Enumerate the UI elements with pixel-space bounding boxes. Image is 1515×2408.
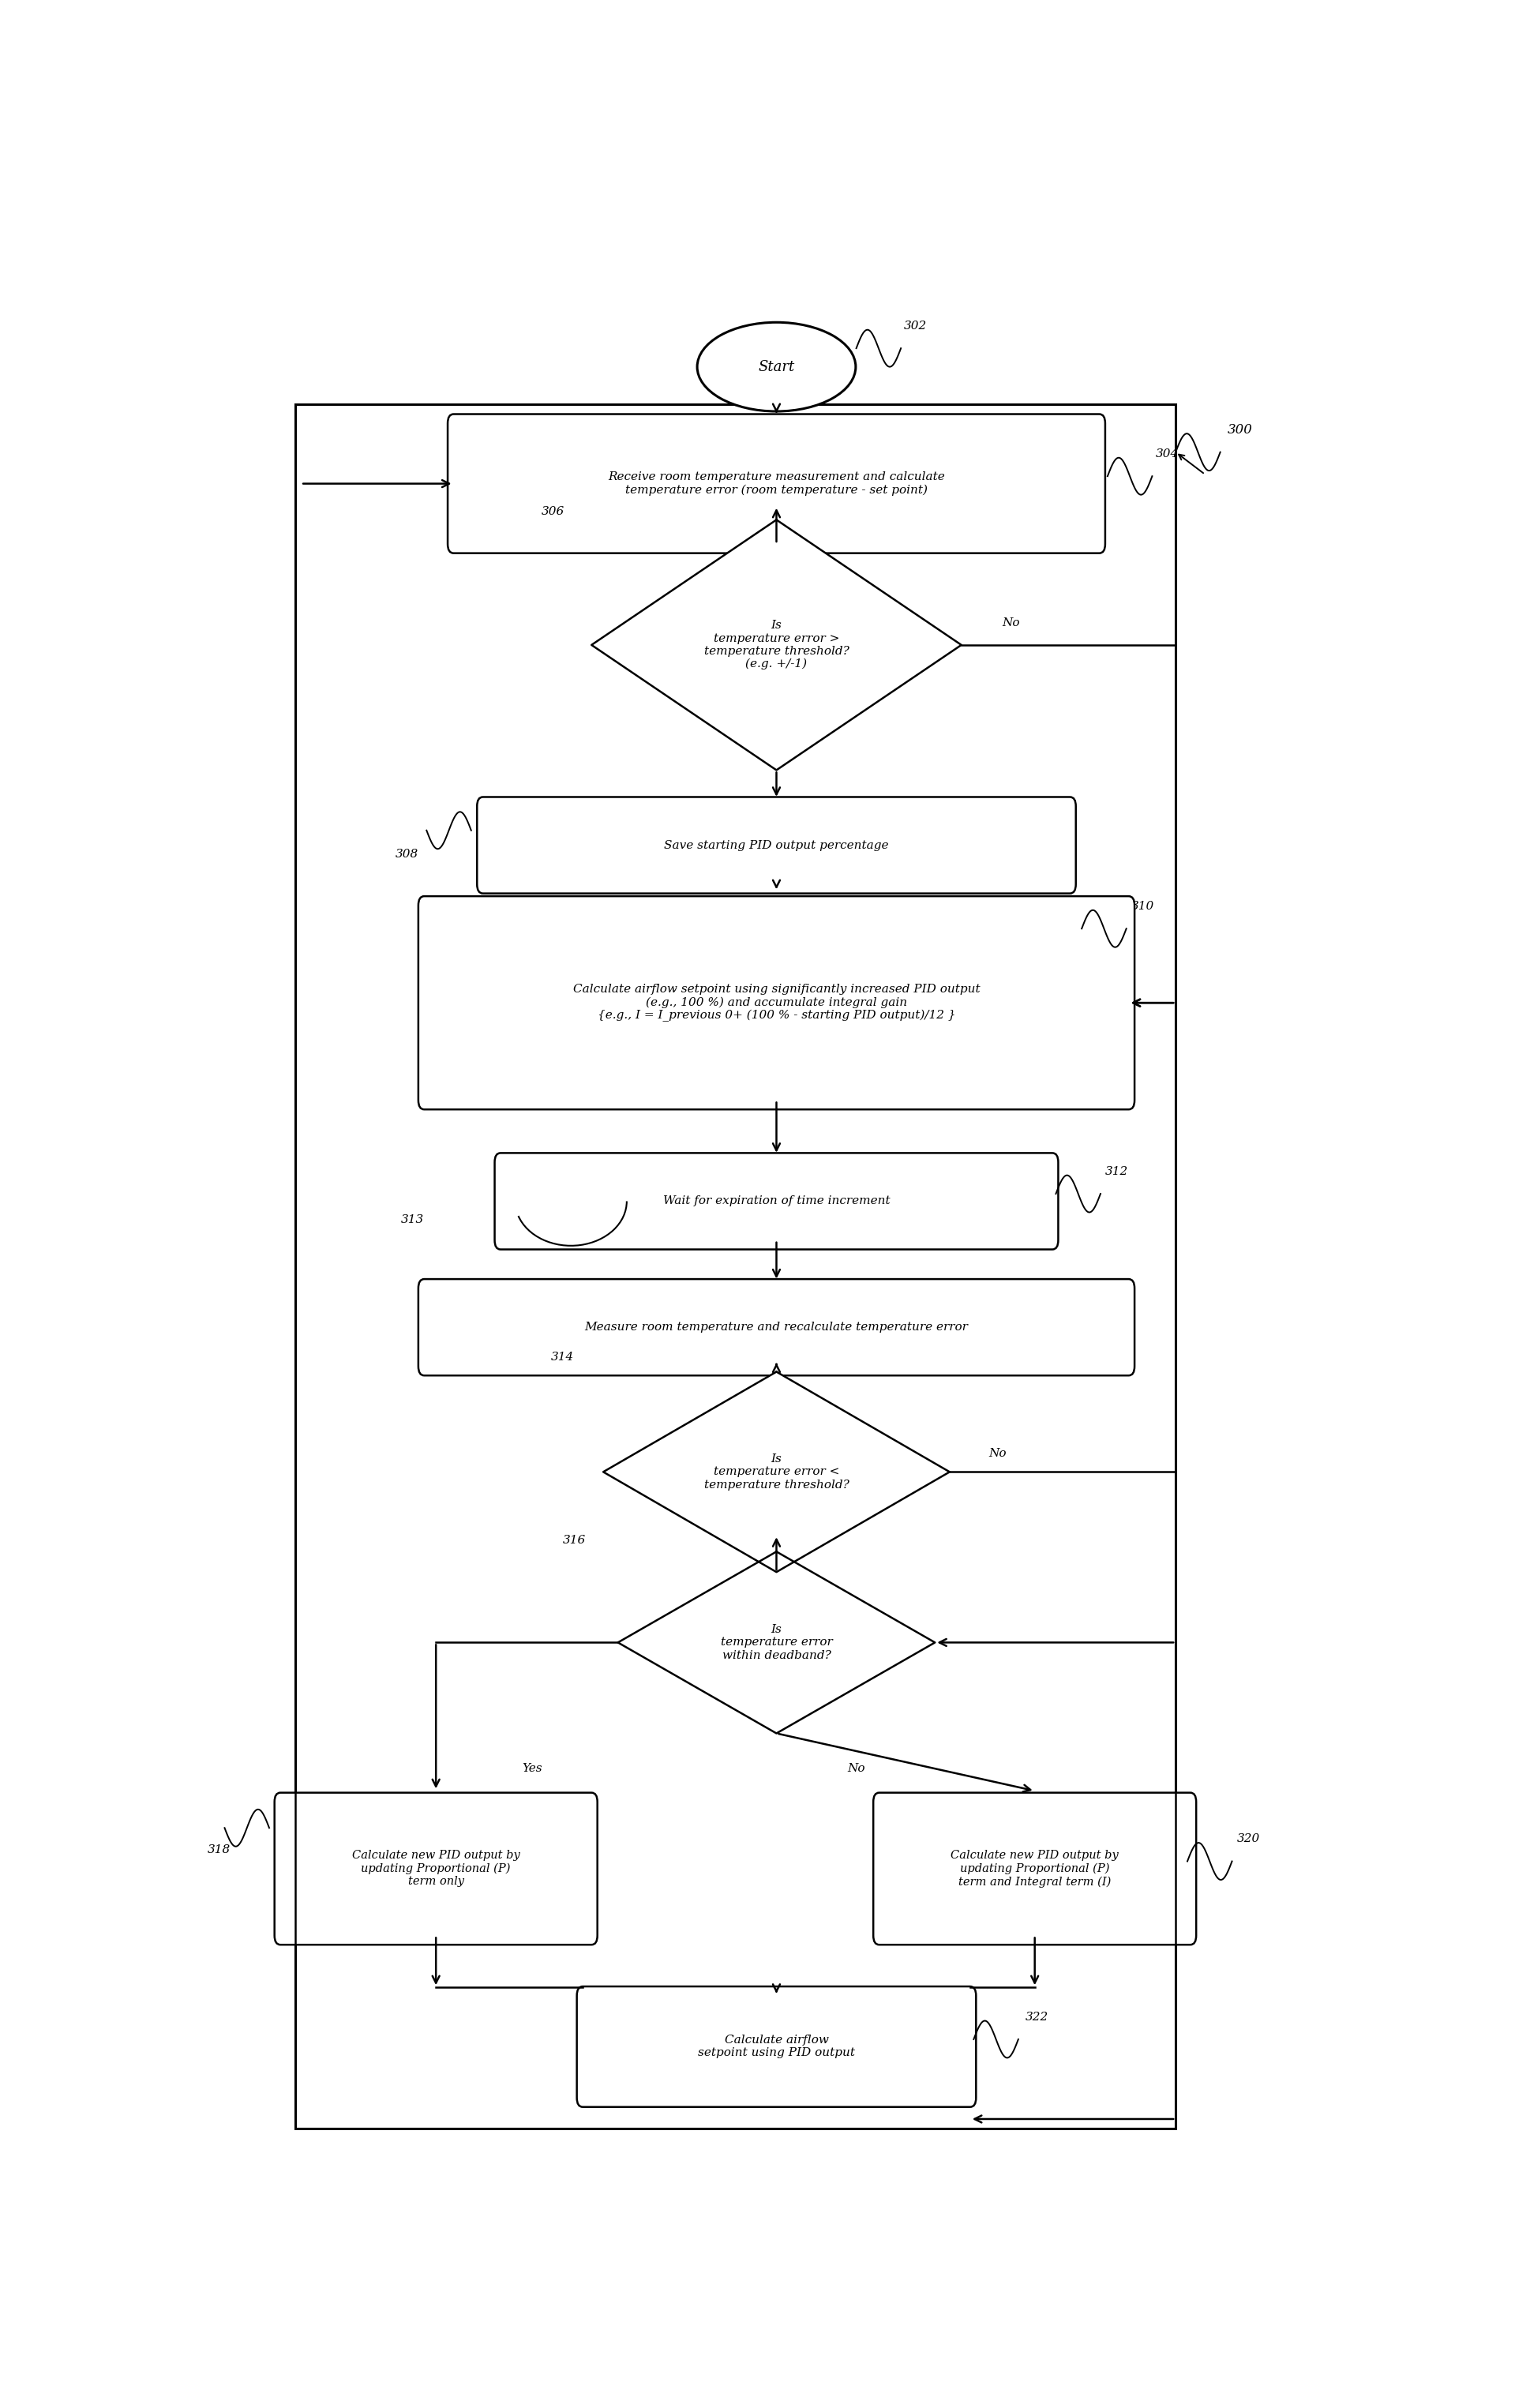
Text: Measure room temperature and recalculate temperature error: Measure room temperature and recalculate… (585, 1322, 968, 1332)
Text: 322: 322 (1026, 2011, 1048, 2023)
Text: Receive room temperature measurement and calculate
temperature error (room tempe: Receive room temperature measurement and… (608, 472, 945, 496)
Text: 312: 312 (1106, 1165, 1129, 1178)
Text: Calculate new PID output by
updating Proportional (P)
term only: Calculate new PID output by updating Pro… (351, 1849, 520, 1888)
Text: Calculate new PID output by
updating Proportional (P)
term and Integral term (I): Calculate new PID output by updating Pro… (951, 1849, 1118, 1888)
Text: No: No (847, 1763, 865, 1775)
Text: Yes: Yes (795, 1599, 817, 1611)
FancyBboxPatch shape (477, 797, 1076, 893)
FancyBboxPatch shape (494, 1153, 1057, 1250)
Polygon shape (603, 1373, 950, 1572)
Text: 320: 320 (1236, 1832, 1260, 1845)
Text: No: No (988, 1447, 1006, 1459)
FancyBboxPatch shape (577, 1987, 976, 2107)
Bar (295, 405, 1176, 2129)
Text: 314: 314 (551, 1351, 574, 1363)
Text: 310: 310 (1132, 901, 1154, 913)
Text: Is
temperature error <
temperature threshold?: Is temperature error < temperature thres… (704, 1454, 848, 1491)
Text: Save starting PID output percentage: Save starting PID output percentage (664, 840, 889, 850)
Text: Start: Start (758, 359, 795, 373)
Text: 300: 300 (1227, 424, 1253, 436)
Text: 308: 308 (395, 850, 418, 860)
FancyBboxPatch shape (873, 1792, 1197, 1946)
Ellipse shape (697, 323, 856, 412)
FancyBboxPatch shape (448, 414, 1106, 554)
Text: 304: 304 (1156, 448, 1179, 460)
Polygon shape (591, 520, 962, 771)
Text: Calculate airflow setpoint using significantly increased PID output
(e.g., 100 %: Calculate airflow setpoint using signifi… (573, 985, 980, 1021)
Text: Calculate airflow
setpoint using PID output: Calculate airflow setpoint using PID out… (698, 2035, 854, 2059)
Text: Is
temperature error >
temperature threshold?
(e.g. +/-1): Is temperature error > temperature thres… (704, 621, 848, 669)
Text: No: No (1003, 616, 1020, 628)
Polygon shape (618, 1551, 935, 1734)
Text: Is
temperature error
within deadband?: Is temperature error within deadband? (721, 1623, 832, 1662)
FancyBboxPatch shape (418, 1279, 1135, 1375)
Text: Yes: Yes (795, 802, 817, 814)
Text: Yes: Yes (523, 1763, 542, 1775)
Text: 302: 302 (903, 320, 927, 332)
Text: 306: 306 (542, 506, 565, 518)
Text: 316: 316 (564, 1534, 586, 1546)
Text: 313: 313 (401, 1214, 424, 1226)
Text: 318: 318 (208, 1845, 230, 1857)
Text: Wait for expiration of time increment: Wait for expiration of time increment (664, 1197, 889, 1206)
FancyBboxPatch shape (274, 1792, 597, 1946)
FancyBboxPatch shape (418, 896, 1135, 1110)
